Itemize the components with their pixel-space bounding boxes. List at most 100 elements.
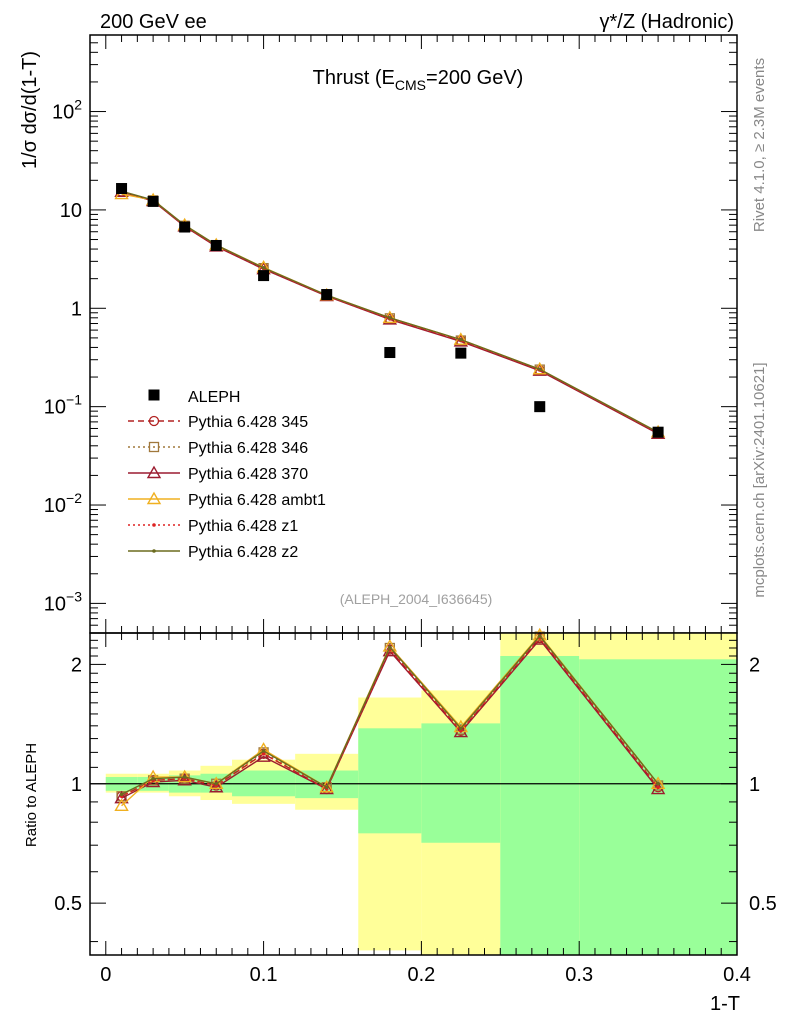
legend-marker — [146, 465, 162, 479]
ratio-plot-area — [90, 627, 737, 955]
legend-label: Pythia 6.428 370 — [188, 466, 308, 483]
main-title: Thrust (ECMS=200 GeV) — [313, 67, 524, 93]
rivet-version-caption: Rivet 4.1.0, ≥ 2.3M events — [751, 58, 768, 232]
data-point — [321, 289, 333, 301]
legend-marker — [148, 415, 160, 427]
ratio-series-point — [388, 645, 392, 650]
band-stat — [358, 728, 422, 834]
ratio-frame — [89, 632, 738, 956]
legend-marker — [148, 441, 160, 453]
series-point — [459, 337, 463, 342]
legend-label: Pythia 6.428 z1 — [188, 518, 298, 535]
ytick-base: 10 — [44, 495, 66, 517]
band-stat — [500, 655, 580, 955]
series-point — [388, 316, 392, 320]
main-ytick-label: 10 — [60, 200, 82, 222]
legend-label: Pythia 6.428 z2 — [188, 544, 298, 561]
ratio-ytick-label: 2 — [71, 654, 82, 676]
ratio-series-point — [656, 785, 660, 790]
ratio-series-point — [261, 749, 266, 753]
main-ytick-label: 10−3 — [44, 588, 82, 615]
legend-marker — [148, 389, 160, 401]
legend-entry-aleph: ALEPH — [148, 389, 240, 406]
ratio-series-point — [114, 798, 129, 811]
ratio-series-point — [114, 790, 129, 804]
series-point — [537, 367, 542, 372]
ratio-series-point — [537, 634, 542, 638]
ratio-ylabel: Ratio to ALEPH — [23, 743, 40, 847]
ytick-exponent: −3 — [66, 588, 82, 604]
ratio-series-point — [119, 792, 124, 797]
series-line — [121, 191, 659, 435]
legend-marker — [152, 523, 156, 527]
main-ytick-label: 10−2 — [44, 490, 82, 517]
main-ytick-label: 1 — [71, 298, 82, 320]
ratio-series-pythia-6-428-z2 — [119, 634, 660, 797]
legend-label: Pythia 6.428 346 — [188, 440, 308, 457]
data-point — [455, 347, 467, 359]
ratio-ytick-label-right: 1 — [749, 774, 760, 796]
ratio-series-point — [214, 781, 219, 786]
ratio-series-point — [261, 752, 266, 756]
series-line — [121, 190, 659, 433]
ratio-series-line — [121, 638, 659, 799]
series-line — [121, 190, 659, 434]
data-point — [534, 401, 546, 413]
legend-label: ALEPH — [188, 389, 240, 406]
legend-entry-pythia-6-428-346: Pythia 6.428 346 — [128, 440, 308, 457]
ratio-series-point — [656, 781, 660, 786]
title-subscript-cms: CMS — [395, 77, 426, 93]
legend-entry-pythia-6-428-345: Pythia 6.428 345 — [128, 414, 308, 431]
ratio-series-point — [459, 726, 463, 731]
ratio-xtick-label: 0.3 — [565, 964, 593, 986]
ratio-series-point — [182, 775, 187, 779]
data-point — [179, 221, 191, 233]
ratio-ytick-label: 1 — [71, 774, 82, 796]
ratio-ytick-label-right: 0.5 — [749, 893, 777, 915]
ytick-base: 10 — [44, 397, 66, 419]
ytick-exponent: −1 — [66, 392, 82, 408]
ytick-base: 10 — [44, 593, 66, 615]
ratio-ytick-label: 0.5 — [54, 893, 82, 915]
ratio-panel: 0.5 0.5 1 1 2 2 0 0.1 0.2 0.3 0.4 Ratio to ALEPH 1… — [23, 627, 777, 1015]
ratio-ytick-label-right: 2 — [749, 654, 760, 676]
title-part-energy: =200 GeV) — [426, 67, 523, 89]
main-ytick-label: 10−1 — [44, 392, 82, 419]
ratio-series-point — [209, 779, 224, 793]
legend: ALEPH Pythia 6.428 345 Pythia 6.428 346 Pyt… — [128, 389, 326, 561]
band-stat — [579, 659, 737, 955]
legend-marker — [152, 549, 156, 553]
legend-entry-pythia-6-428-z2: Pythia 6.428 z2 — [128, 544, 298, 561]
ytick-exponent: −2 — [66, 490, 82, 506]
legend-label: Pythia 6.428 345 — [188, 414, 308, 431]
series-point — [532, 363, 547, 376]
main-ylabel: 1/σ dσ/d(1-T) — [19, 51, 41, 169]
header-left: 200 GeV ee — [100, 11, 207, 33]
ratio-series-point — [319, 781, 334, 795]
ratio-xlabel: 1-T — [710, 993, 740, 1015]
legend-marker — [146, 491, 162, 505]
main-plot-area — [114, 183, 666, 439]
legend-entry-pythia-6-428-z1: Pythia 6.428 z1 — [128, 518, 298, 535]
ratio-xtick-label: 0.4 — [723, 964, 751, 986]
data-point — [210, 239, 222, 251]
ratio-series-point — [256, 749, 271, 762]
title-part-thrust: Thrust (E — [313, 67, 395, 89]
band-stat — [421, 723, 501, 843]
ratio-xtick-label: 0.1 — [250, 964, 278, 986]
ratio-series-point — [324, 785, 329, 790]
ratio-series-line — [121, 636, 659, 797]
ratio-series-point — [151, 776, 155, 781]
legend-label: Pythia 6.428 ambt1 — [188, 492, 326, 509]
ratio-xtick-label: 0.2 — [407, 964, 435, 986]
ytick-base: 10 — [52, 102, 74, 124]
legend-entry-pythia-6-428-ambt1: Pythia 6.428 ambt1 — [128, 491, 326, 509]
ratio-series-point — [177, 769, 192, 783]
data-point — [258, 270, 270, 282]
data-point — [652, 426, 664, 438]
legend-entry-pythia-6-428-370: Pythia 6.428 370 — [128, 465, 308, 483]
series-point — [261, 265, 266, 270]
